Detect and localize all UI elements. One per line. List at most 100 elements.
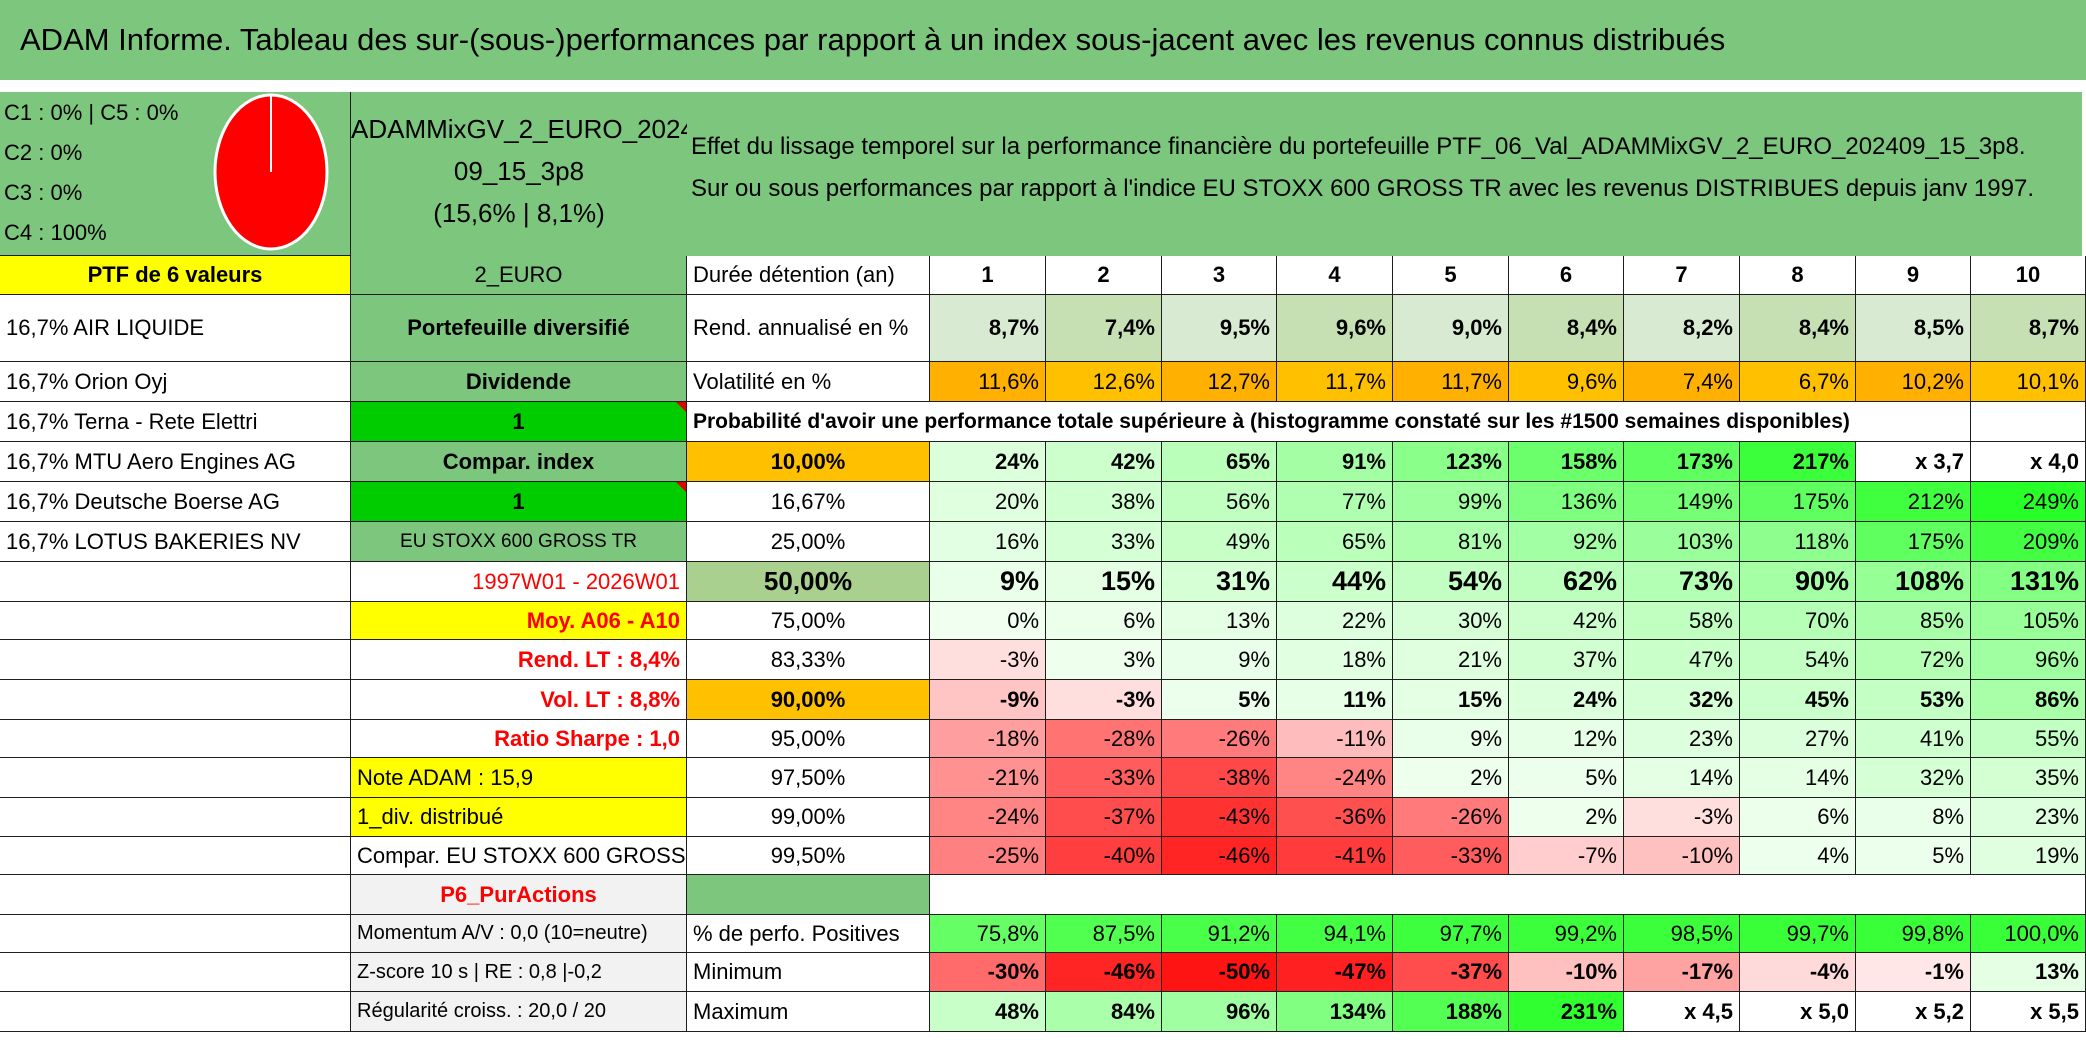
quantile-value: 11% bbox=[1277, 680, 1393, 720]
positive-value: 91,2% bbox=[1162, 915, 1277, 953]
holding-item: 16,7% MTU Aero Engines AG bbox=[0, 442, 351, 482]
quantile-value: 85% bbox=[1856, 602, 1971, 640]
maximum-label: Maximum bbox=[687, 992, 930, 1032]
empty-cell bbox=[0, 602, 351, 640]
positive-value: 100,0% bbox=[1971, 915, 2086, 953]
quantile-value: 9% bbox=[930, 562, 1046, 602]
pie-label-c4: C4 : 100% bbox=[4, 220, 107, 245]
positive-value: 99,7% bbox=[1740, 915, 1856, 953]
quantile-value: 24% bbox=[930, 442, 1046, 482]
empty-cell bbox=[0, 640, 351, 680]
holding-item: 16,7% Deutsche Boerse AG bbox=[0, 482, 351, 522]
minimum-value: -4% bbox=[1740, 953, 1856, 992]
quantile-value: 27% bbox=[1740, 720, 1856, 758]
quantile-value: -21% bbox=[930, 758, 1046, 798]
annual-return-value: 8,7% bbox=[930, 295, 1046, 362]
quantile-value: 77% bbox=[1277, 482, 1393, 522]
quantile-value: 6% bbox=[1046, 602, 1162, 640]
quantile-value: 92% bbox=[1509, 522, 1624, 562]
average-label: Moy. A06 - A10 bbox=[351, 602, 687, 640]
quantile-value: 96% bbox=[1971, 640, 2086, 680]
empty-cell bbox=[687, 875, 930, 915]
empty-cell bbox=[0, 875, 351, 915]
volatility-value: 11,7% bbox=[1277, 362, 1393, 402]
quantile-value: -26% bbox=[1393, 798, 1509, 837]
quantile-value: 41% bbox=[1856, 720, 1971, 758]
quantile-value: 44% bbox=[1277, 562, 1393, 602]
holding-item: 16,7% LOTUS BAKERIES NV bbox=[0, 522, 351, 562]
maximum-value: x 5,0 bbox=[1740, 992, 1856, 1032]
quantile-value: 158% bbox=[1509, 442, 1624, 482]
quantile-value: 136% bbox=[1509, 482, 1624, 522]
probability-label: Probabilité d'avoir une performance tota… bbox=[687, 402, 1971, 442]
quantile-value: 47% bbox=[1624, 640, 1740, 680]
quantile-value: 73% bbox=[1624, 562, 1740, 602]
compar-index-label: Compar. index bbox=[351, 442, 687, 482]
quantile-label: 97,50% bbox=[687, 758, 930, 798]
quantile-value: -24% bbox=[930, 798, 1046, 837]
quantile-value: 99% bbox=[1393, 482, 1509, 522]
year-header: 6 bbox=[1509, 256, 1624, 295]
year-header: 7 bbox=[1624, 256, 1740, 295]
adam-score: Note ADAM : 15,9 bbox=[351, 758, 687, 798]
pie-label-c1-c5: C1 : 0% | C5 : 0% bbox=[4, 100, 179, 125]
maximum-value: 134% bbox=[1277, 992, 1393, 1032]
index-name: EU STOXX 600 GROSS TR bbox=[351, 522, 687, 562]
quantile-value: 209% bbox=[1971, 522, 2086, 562]
quantile-value: 55% bbox=[1971, 720, 2086, 758]
quantile-value: 33% bbox=[1046, 522, 1162, 562]
quantile-value: -38% bbox=[1162, 758, 1277, 798]
minimum-value: -30% bbox=[930, 953, 1046, 992]
quantile-value: 9% bbox=[1162, 640, 1277, 680]
quantile-value: 90% bbox=[1740, 562, 1856, 602]
title-separator bbox=[0, 80, 2086, 86]
quantile-value: 81% bbox=[1393, 522, 1509, 562]
empty-cell bbox=[1971, 402, 2086, 442]
dividend-value: 1 bbox=[351, 402, 687, 442]
quantile-value: -7% bbox=[1509, 837, 1624, 875]
positive-value: 94,1% bbox=[1277, 915, 1393, 953]
empty-cell bbox=[0, 562, 351, 602]
quantile-value: 15% bbox=[1393, 680, 1509, 720]
quantile-value: -10% bbox=[1624, 837, 1740, 875]
portfolio-name-line3: (15,6% | 8,1%) bbox=[433, 198, 605, 228]
quantile-value: 5% bbox=[1509, 758, 1624, 798]
holding-item: 16,7% Orion Oyj bbox=[0, 362, 351, 402]
compar-full-label: Compar. EU STOXX 600 GROSS TR bbox=[351, 837, 687, 875]
quantile-label: 99,00% bbox=[687, 798, 930, 837]
quantile-value: x 4,0 bbox=[1971, 442, 2086, 482]
empty-cell bbox=[0, 720, 351, 758]
portfolio-name-block: ADAMMixGV_2_EURO_2024 09_15_3p8 (15,6% |… bbox=[351, 92, 695, 256]
empty-cell bbox=[930, 875, 2086, 915]
quantile-value: 175% bbox=[1856, 522, 1971, 562]
quantile-value: 3% bbox=[1046, 640, 1162, 680]
quantile-value: 15% bbox=[1046, 562, 1162, 602]
annual-return-value: 8,5% bbox=[1856, 295, 1971, 362]
minimum-value: -47% bbox=[1277, 953, 1393, 992]
positive-value: 98,5% bbox=[1624, 915, 1740, 953]
positive-label: % de perfo. Positives bbox=[687, 915, 930, 953]
quantile-value: 118% bbox=[1740, 522, 1856, 562]
quantile-value: 30% bbox=[1393, 602, 1509, 640]
distributed-dividend: 1_div. distribué bbox=[351, 798, 687, 837]
quantile-value: 45% bbox=[1740, 680, 1856, 720]
year-header: 5 bbox=[1393, 256, 1509, 295]
positive-value: 87,5% bbox=[1046, 915, 1162, 953]
quantile-value: 38% bbox=[1046, 482, 1162, 522]
volatility-value: 10,2% bbox=[1856, 362, 1971, 402]
dividend-label: Dividende bbox=[351, 362, 687, 402]
holding-item: 16,7% AIR LIQUIDE bbox=[0, 295, 351, 362]
quantile-value: -41% bbox=[1277, 837, 1393, 875]
volatility-value: 9,6% bbox=[1509, 362, 1624, 402]
annual-return-label: Rend. annualisé en % bbox=[687, 295, 930, 362]
volatility-value: 11,6% bbox=[930, 362, 1046, 402]
quantile-value: -28% bbox=[1046, 720, 1162, 758]
maximum-value: x 5,5 bbox=[1971, 992, 2086, 1032]
quantile-value: -24% bbox=[1277, 758, 1393, 798]
quantile-value: -26% bbox=[1162, 720, 1277, 758]
empty-cell bbox=[0, 758, 351, 798]
quantile-value: 14% bbox=[1740, 758, 1856, 798]
quantile-value: 14% bbox=[1624, 758, 1740, 798]
quantile-value: 5% bbox=[1162, 680, 1277, 720]
empty-cell bbox=[0, 992, 351, 1032]
